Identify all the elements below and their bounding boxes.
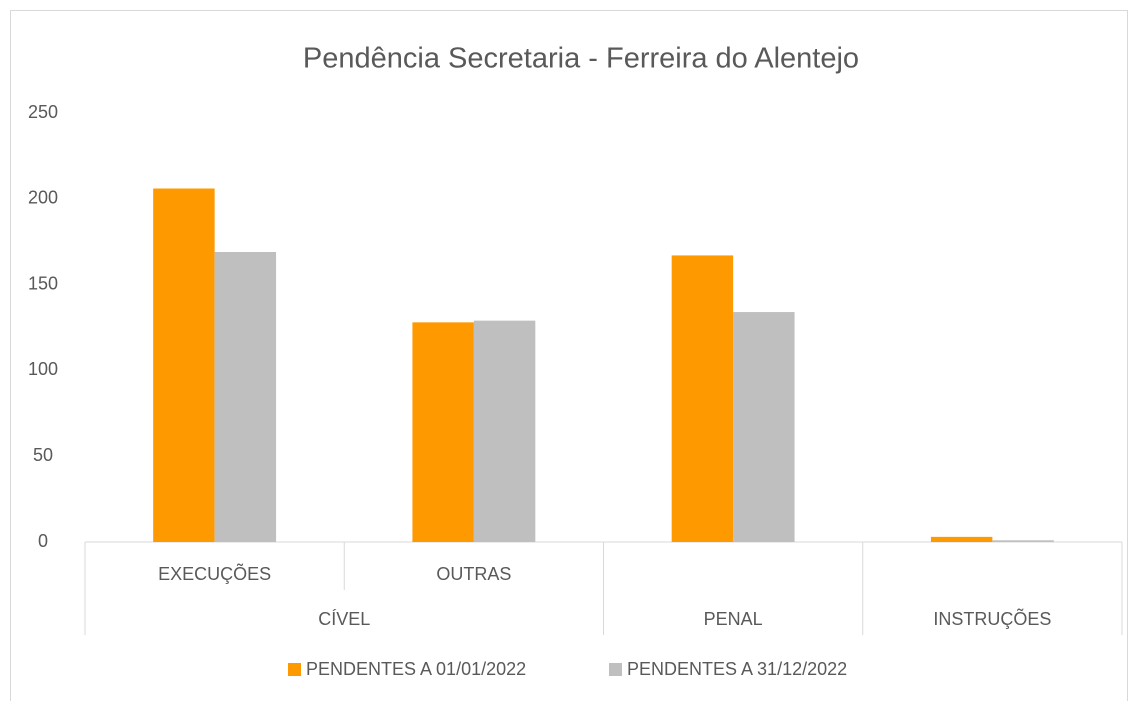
chart-border [10,10,1128,701]
y-tick-label: 250 [28,102,58,122]
legend-label: PENDENTES A 01/01/2022 [306,659,526,679]
y-tick-label: 150 [28,273,58,293]
y-tick-label: 50 [33,445,53,465]
bar [930,536,993,542]
y-tick-label: 200 [28,188,58,208]
x-tick-label: OUTRAS [436,564,511,584]
y-tick-label: 100 [28,359,58,379]
x-tick-label: EXECUÇÕES [158,563,271,584]
bar [733,312,795,542]
legend-swatch [609,663,622,676]
legend-swatch [288,663,301,676]
bar [671,255,734,543]
group-label: INSTRUÇÕES [933,608,1051,629]
group-label: CÍVEL [318,609,370,629]
group-label: PENAL [704,609,763,629]
bar [153,188,215,542]
y-tick-label: 0 [38,531,48,551]
chart-title: Pendência Secretaria - Ferreira do Alent… [303,43,859,75]
bar [214,251,277,542]
legend-label: PENDENTES A 31/12/2022 [627,659,847,679]
bar [992,540,1054,542]
bar [412,322,474,542]
bar [473,320,536,542]
